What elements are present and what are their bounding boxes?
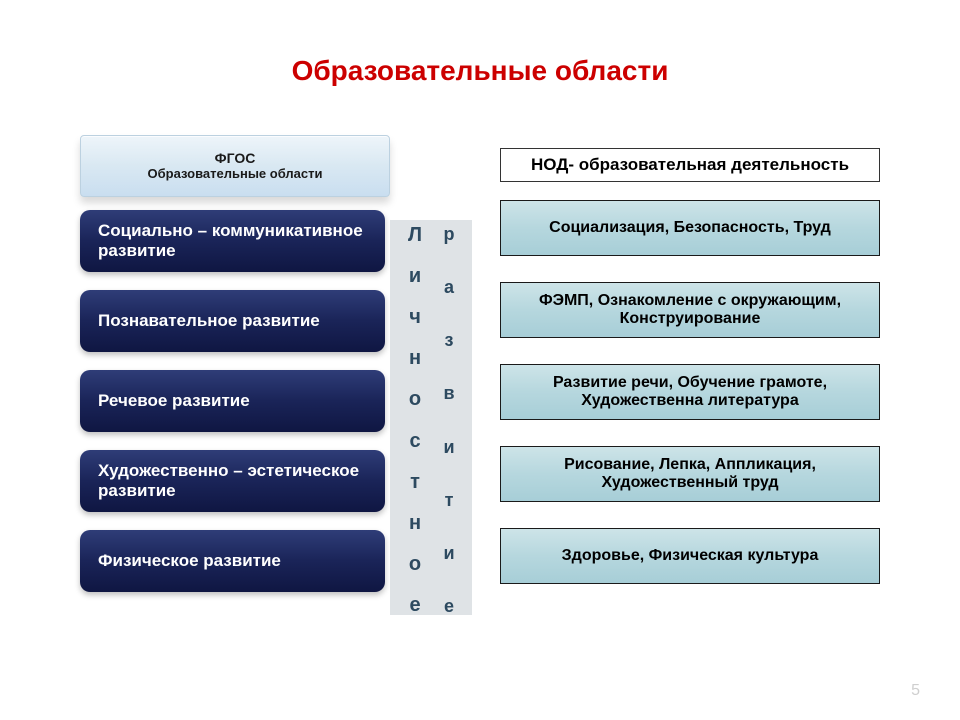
page-title-text: Образовательные области [292, 55, 669, 86]
right-box-label: Развитие речи, Обучение грамоте, Художес… [513, 374, 867, 410]
left-box-0: Социально – коммуникативное развитие [80, 210, 385, 272]
fgos-header: ФГОС Образовательные области [80, 135, 390, 197]
vertical-word-2: развитие [434, 225, 464, 615]
left-box-label: Речевое развитие [98, 391, 250, 411]
left-box-3: Художественно – эстетическое развитие [80, 450, 385, 512]
right-box-1: ФЭМП, Ознакомление с окружающим, Констру… [500, 282, 880, 338]
left-box-4: Физическое развитие [80, 530, 385, 592]
left-box-label: Познавательное развитие [98, 311, 320, 331]
right-column: Социализация, Безопасность, Труд ФЭМП, О… [500, 200, 880, 610]
left-box-label: Социально – коммуникативное развитие [98, 221, 375, 260]
left-column: Социально – коммуникативное развитие Поз… [80, 210, 385, 610]
left-box-1: Познавательное развитие [80, 290, 385, 352]
right-box-label: Здоровье, Физическая культура [562, 547, 819, 565]
right-box-0: Социализация, Безопасность, Труд [500, 200, 880, 256]
right-box-label: Социализация, Безопасность, Труд [549, 219, 831, 237]
slide: Образовательные области ФГОС Образовател… [0, 0, 960, 720]
nod-header: НОД- образовательная деятельность [500, 148, 880, 182]
right-box-label: ФЭМП, Ознакомление с окружающим, Констру… [513, 292, 867, 328]
right-box-label: Рисование, Лепка, Аппликация, Художестве… [513, 456, 867, 492]
right-box-3: Рисование, Лепка, Аппликация, Художестве… [500, 446, 880, 502]
fgos-line2: Образовательные области [148, 167, 323, 181]
nod-header-text: НОД- образовательная деятельность [531, 155, 849, 175]
left-box-label: Физическое развитие [98, 551, 281, 571]
fgos-line1: ФГОС [215, 151, 256, 166]
slide-number: 5 [911, 682, 920, 700]
left-box-label: Художественно – эстетическое развитие [98, 461, 375, 500]
right-box-4: Здоровье, Физическая культура [500, 528, 880, 584]
vertical-strip: Личностное развитие [390, 220, 472, 615]
left-box-2: Речевое развитие [80, 370, 385, 432]
vertical-word-1: Личностное [400, 225, 430, 615]
page-title: Образовательные области [0, 55, 960, 87]
right-box-2: Развитие речи, Обучение грамоте, Художес… [500, 364, 880, 420]
